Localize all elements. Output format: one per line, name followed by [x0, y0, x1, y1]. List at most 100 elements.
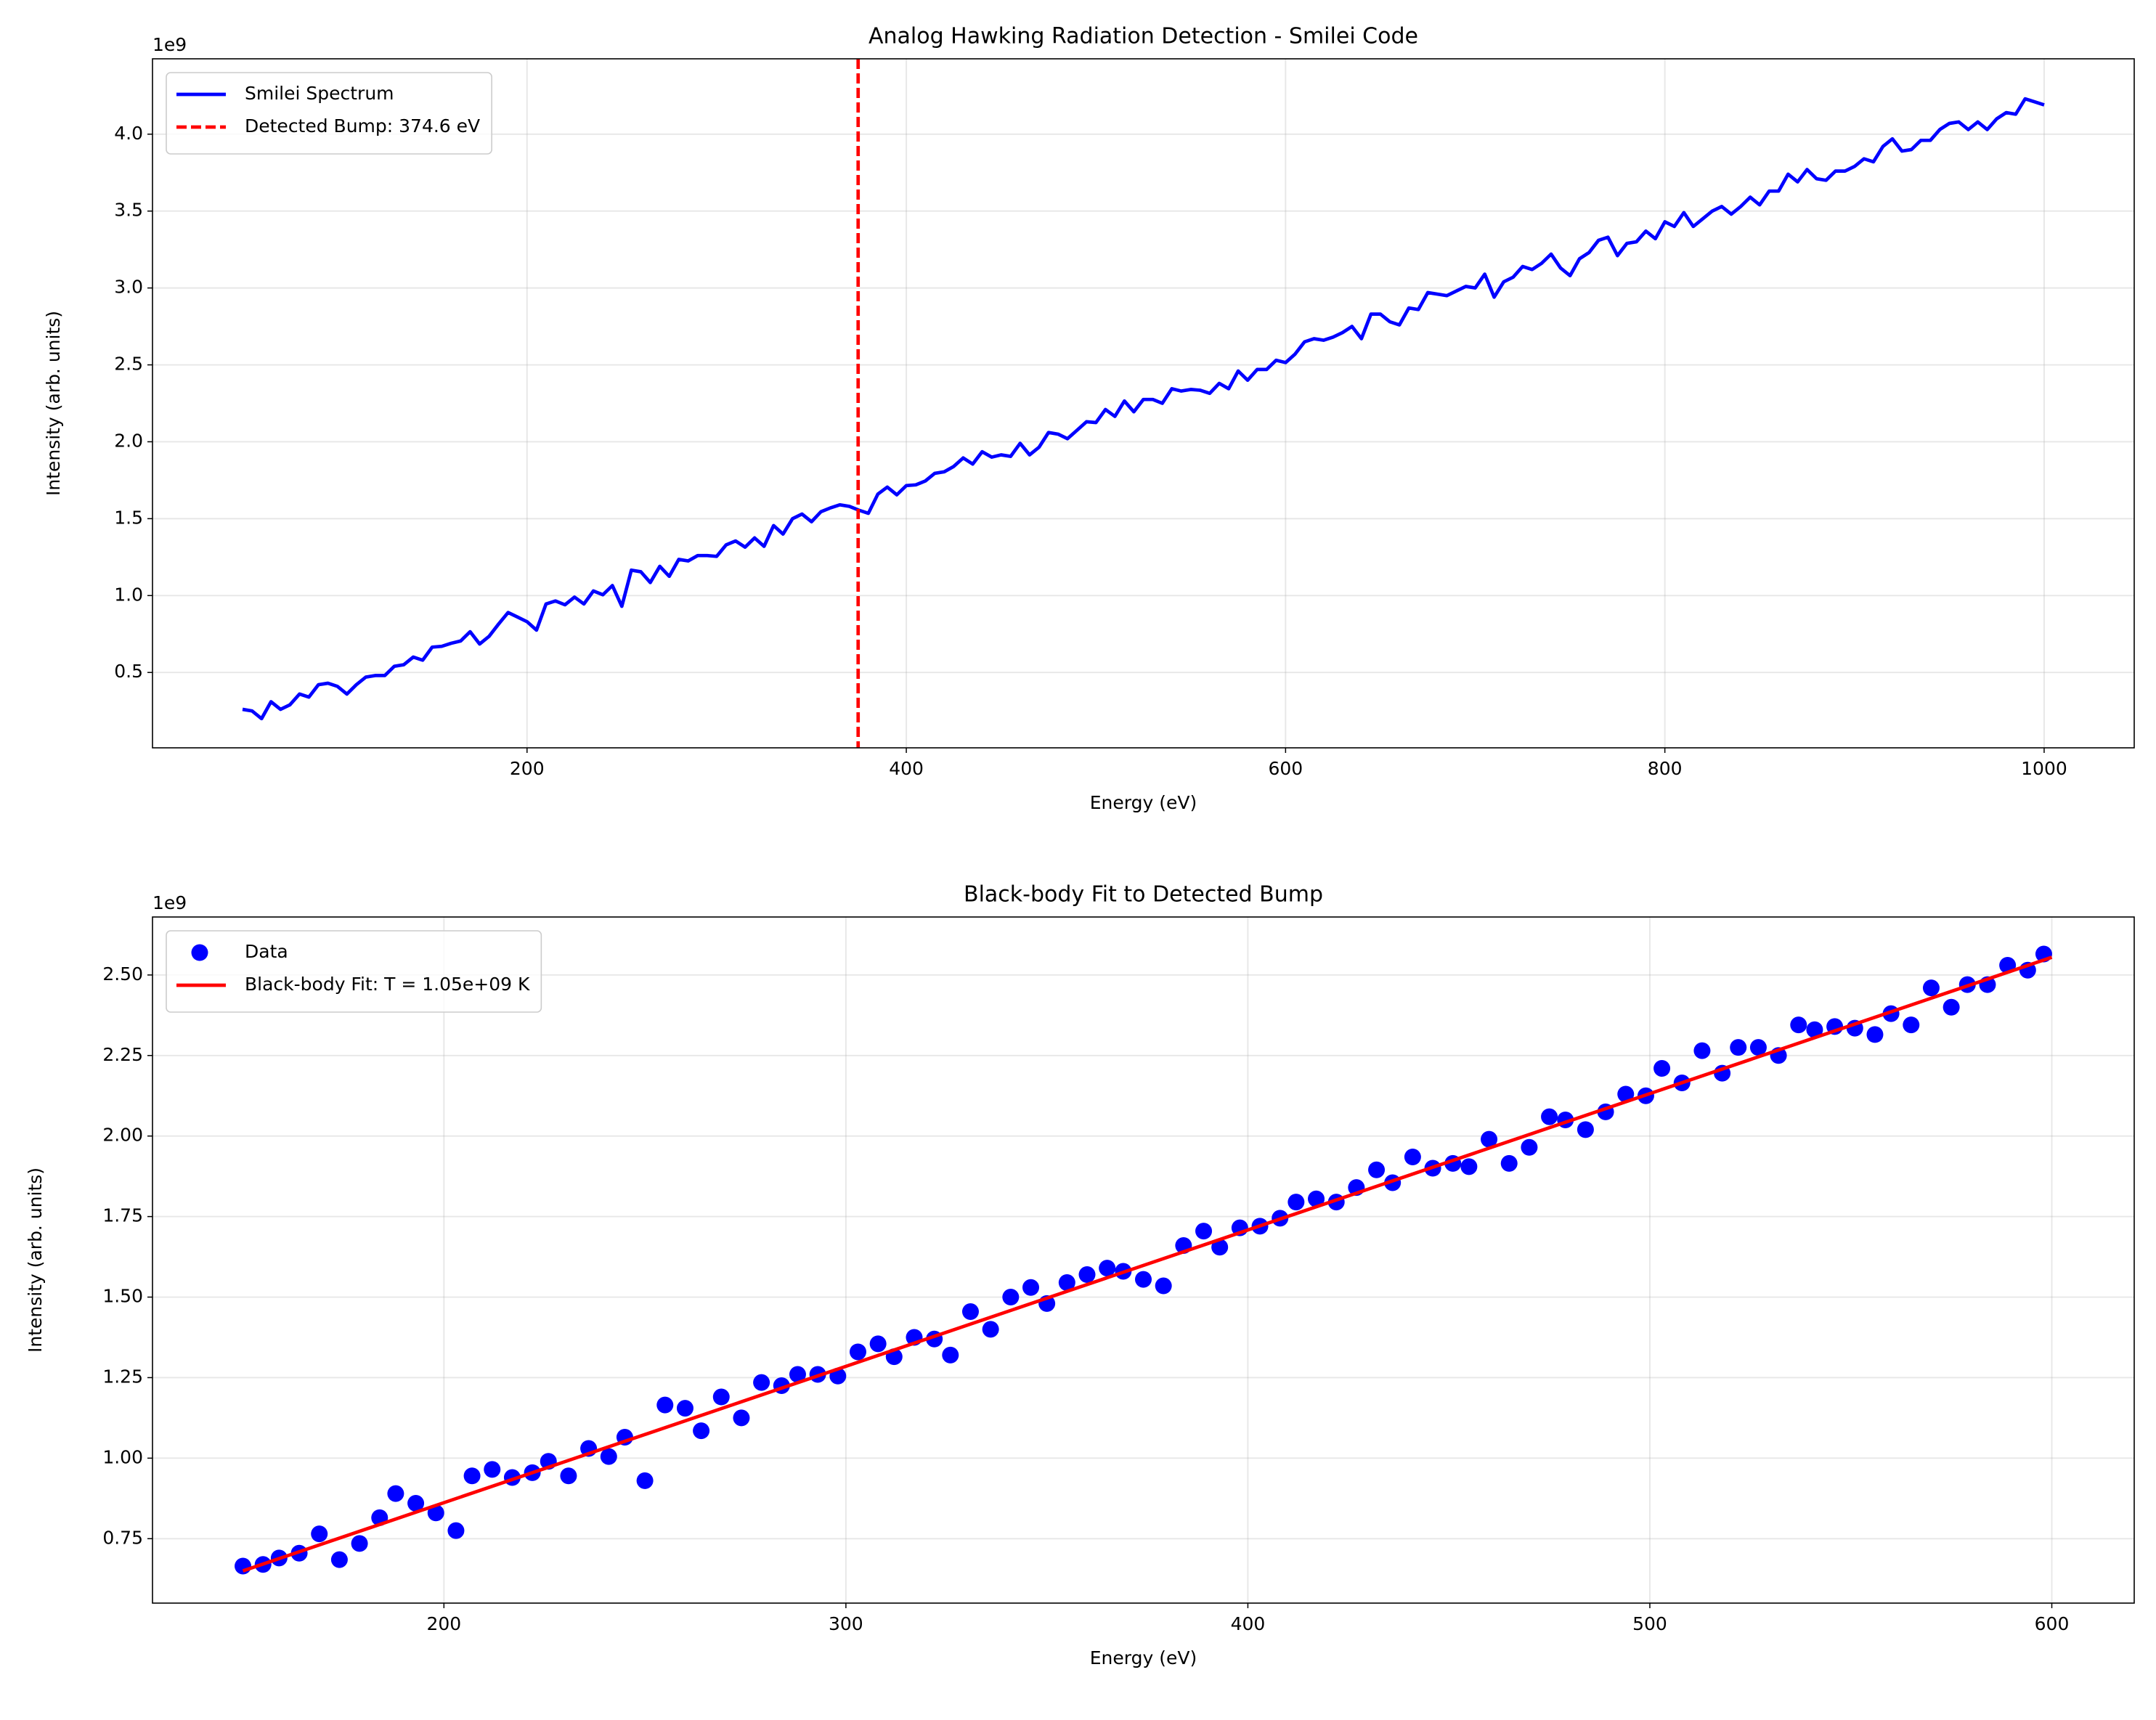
- data-point: [1211, 1239, 1229, 1256]
- axes-frame: [152, 58, 2135, 749]
- legend-box: [166, 72, 492, 155]
- data-point: [961, 1303, 979, 1320]
- subplot: 200 400 600 800 1000 0.5 1.0 1.5 2.0 2.5 3.0 3.5 4.0…: [43, 24, 2135, 813]
- data-point: [1866, 1026, 1884, 1043]
- data-point: [1693, 1042, 1711, 1059]
- data-point: [849, 1343, 866, 1361]
- y-axis-label: Intensity (arb. units): [25, 1167, 46, 1353]
- data-point: [600, 1448, 617, 1465]
- x-tick-label: 200: [510, 758, 545, 779]
- series-line: [242, 97, 2045, 721]
- series-line: [242, 955, 2053, 1573]
- data-point: [1135, 1271, 1152, 1288]
- legend-label: Black-body Fit: T = 1.05e+09 K: [245, 974, 530, 995]
- y-tick-label: 1.50: [102, 1286, 143, 1307]
- data-point: [733, 1409, 750, 1427]
- data-point: [656, 1396, 674, 1414]
- y-tick-label: 0.5: [114, 661, 143, 682]
- data-point: [387, 1485, 404, 1502]
- data-point: [1404, 1149, 1421, 1166]
- data-point: [1749, 1039, 1767, 1056]
- data-point: [427, 1504, 444, 1522]
- data-point: [1617, 1085, 1635, 1103]
- data-point: [1903, 1016, 1920, 1034]
- data-point: [1922, 979, 1940, 997]
- y-axis-label: Intensity (arb. units): [43, 311, 64, 496]
- chart-title: Analog Hawking Radiation Detection - Smi…: [868, 24, 1418, 49]
- y-tick-label: 2.5: [114, 354, 143, 375]
- x-tick-label: 500: [1632, 1613, 1667, 1634]
- axes-frame: [152, 916, 2135, 1604]
- y-tick-label: 1.25: [102, 1366, 143, 1387]
- y-tick-label: 2.00: [102, 1125, 143, 1146]
- data-point: [636, 1472, 654, 1489]
- data-point: [982, 1321, 999, 1338]
- data-point: [351, 1535, 368, 1552]
- data-point: [1288, 1194, 1305, 1211]
- y-tick-label: 1.00: [102, 1446, 143, 1467]
- data-point: [1195, 1223, 1213, 1240]
- x-tick-label: 400: [889, 758, 924, 779]
- data-point: [676, 1400, 693, 1417]
- data-point: [1730, 1039, 1747, 1056]
- data-point: [712, 1388, 730, 1406]
- data-point: [1460, 1158, 1478, 1175]
- y-tick-label: 4.0: [114, 123, 143, 144]
- data-point: [1943, 998, 1960, 1016]
- data-point: [1481, 1130, 1498, 1148]
- x-tick-label: 600: [1269, 758, 1303, 779]
- data-point: [560, 1467, 577, 1485]
- data-point: [235, 1557, 252, 1575]
- y-tick-label: 1.0: [114, 584, 143, 605]
- x-tick-label: 800: [1648, 758, 1683, 779]
- data-point: [1155, 1277, 1172, 1295]
- legend-label: Smilei Spectrum: [245, 83, 394, 104]
- x-tick-label: 300: [829, 1613, 863, 1634]
- data-point: [1308, 1190, 1325, 1207]
- data-point: [1078, 1265, 1096, 1283]
- x-axis-label: Energy (eV): [1090, 792, 1197, 813]
- data-point: [869, 1335, 887, 1353]
- data-point: [1022, 1279, 1040, 1296]
- plot-area: [242, 59, 2045, 748]
- legend-label: Data: [245, 941, 288, 962]
- data-point: [1541, 1108, 1558, 1125]
- data-point: [753, 1374, 770, 1391]
- data-point: [1577, 1121, 1594, 1138]
- y-tick-label: 1.5: [114, 507, 143, 528]
- data-point: [1058, 1274, 1075, 1292]
- data-point: [1368, 1161, 1386, 1178]
- data-point: [1653, 1060, 1671, 1077]
- data-point: [1806, 1021, 1823, 1038]
- chart-title: Black-body Fit to Detected Bump: [964, 882, 1323, 908]
- data-point: [330, 1551, 348, 1568]
- data-point: [942, 1346, 959, 1364]
- y-tick-label: 3.0: [114, 277, 143, 298]
- x-tick-label: 600: [2035, 1613, 2070, 1634]
- data-point: [1790, 1016, 1807, 1034]
- legend-marker: [191, 944, 208, 961]
- y-tick-label: 2.0: [114, 430, 143, 451]
- data-point: [447, 1522, 465, 1539]
- data-point: [1099, 1260, 1116, 1277]
- y-tick-label: 2.50: [102, 963, 143, 985]
- plot-area: [235, 945, 2053, 1575]
- offset-label: 1e9: [152, 34, 187, 55]
- x-tick-label: 200: [426, 1613, 461, 1634]
- data-point: [1500, 1154, 1518, 1172]
- data-point: [789, 1366, 806, 1383]
- legend-label: Detected Bump: 374.6 eV: [245, 115, 480, 136]
- x-tick-label: 400: [1231, 1613, 1266, 1634]
- data-point: [311, 1525, 328, 1543]
- data-point: [463, 1467, 481, 1485]
- data-point: [1521, 1138, 1538, 1156]
- y-tick-label: 1.75: [102, 1205, 143, 1226]
- y-tick-label: 3.5: [114, 200, 143, 221]
- data-point: [1002, 1289, 1020, 1306]
- x-tick-label: 1000: [2021, 758, 2067, 779]
- y-tick-label: 2.25: [102, 1044, 143, 1065]
- data-point: [407, 1494, 425, 1512]
- subplot: 200 300 400 500 600 0.75 1.00 1.25 1.50 1.75 2.00 2…: [25, 882, 2135, 1668]
